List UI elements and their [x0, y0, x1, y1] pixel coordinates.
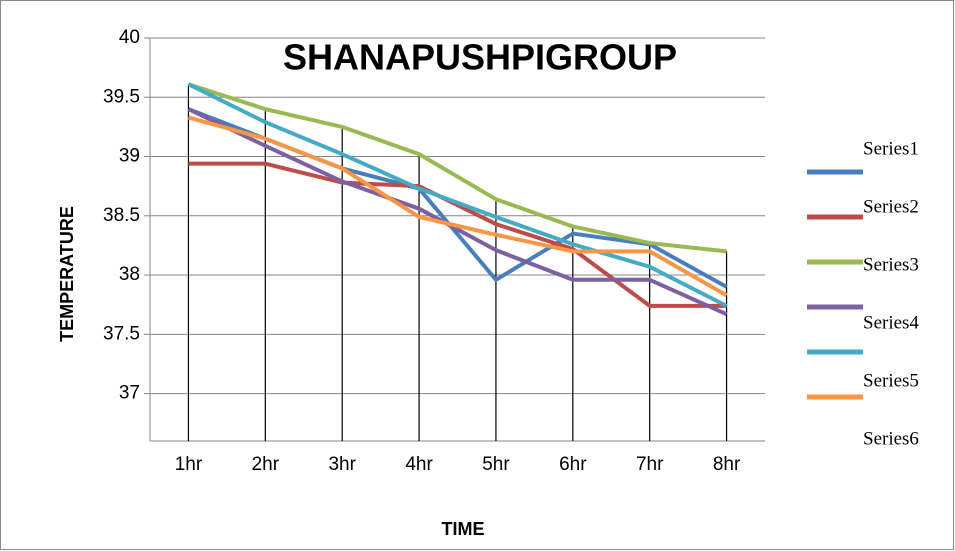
series-line [188, 161, 727, 308]
series-line [187, 115, 728, 297]
y-tick-label: 38 [119, 264, 140, 285]
x-tick-label: 7hr [636, 454, 664, 475]
legend-label: Series4 [863, 312, 919, 333]
series-line [187, 107, 728, 316]
x-tick-label: 5hr [482, 454, 510, 475]
y-tick-label: 39 [119, 146, 140, 167]
x-tick-label: 8hr [713, 454, 741, 475]
y-tick-label: 38.5 [103, 205, 140, 226]
legend-label: Series5 [863, 370, 919, 391]
y-tick-label: 37 [119, 383, 140, 404]
y-tick-label: 37.5 [103, 323, 140, 344]
legend-label: Series3 [863, 254, 919, 275]
x-tick-label: 4hr [405, 454, 433, 475]
y-tick-label: 39.5 [103, 86, 140, 107]
y-axis-label: TEMPERATURE [57, 206, 77, 342]
x-tick-label: 6hr [559, 454, 587, 475]
legend-label: Series1 [863, 138, 919, 159]
x-tick-label: 1hr [175, 454, 203, 475]
series-line [187, 82, 728, 308]
x-tick-label: 2hr [252, 454, 280, 475]
series-line [187, 82, 727, 254]
legend-label: Series2 [863, 196, 919, 217]
legend-label: Series6 [863, 428, 919, 449]
y-tick-label: 40 [119, 27, 140, 48]
x-tick-label: 3hr [328, 454, 356, 475]
chart-title: SHANAPUSHPIGROUP [283, 37, 677, 78]
x-axis-label: TIME [442, 519, 485, 539]
